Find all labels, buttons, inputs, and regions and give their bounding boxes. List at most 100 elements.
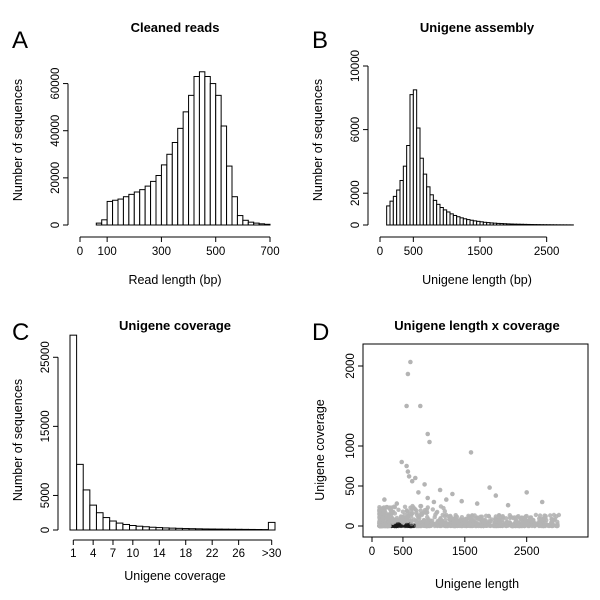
scatter-outlier-point xyxy=(539,499,545,505)
scatter-point xyxy=(551,512,557,518)
histogram-bar xyxy=(171,142,179,226)
panel-a-x-tick-label: 700 xyxy=(260,246,279,258)
scatter-outlier-point xyxy=(493,493,499,498)
coverage-bar xyxy=(248,528,256,531)
scatter-point xyxy=(504,520,510,525)
panel-b-x-tick-label: 0 xyxy=(377,246,383,258)
scatter-point xyxy=(500,523,505,528)
scatter-point xyxy=(556,512,562,518)
coverage-bar xyxy=(181,528,190,531)
scatter-point xyxy=(482,520,487,525)
panel-d-axes: 0 500 1000 2000 0 500 1500 2500 xyxy=(345,353,539,558)
scatter-point xyxy=(409,523,414,529)
panel-d-y-tick-label: 500 xyxy=(345,476,357,495)
histogram-bar xyxy=(106,200,114,226)
scatter-point xyxy=(548,513,553,518)
panel-d-xlabel: Unigene length xyxy=(435,577,519,591)
scatter-point xyxy=(486,522,491,528)
histogram-bar xyxy=(512,223,518,226)
scatter-outlier-point xyxy=(505,502,511,508)
coverage-bar xyxy=(135,525,144,531)
panel-b-x-tick-label: 500 xyxy=(404,246,423,258)
panel-d-points xyxy=(377,359,562,529)
scatter-outlier-point xyxy=(431,499,437,505)
scatter-point xyxy=(390,520,395,525)
scatter-point xyxy=(440,512,445,518)
scatter-point xyxy=(416,523,421,529)
panel-d-x-tick-label: 1500 xyxy=(452,546,478,558)
panel-d-y-tick-label: 1000 xyxy=(345,433,357,459)
panel-b-y-tick-label: 0 xyxy=(350,222,362,228)
histogram-bar xyxy=(242,219,249,226)
scatter-point xyxy=(510,523,516,529)
scatter-point xyxy=(473,521,478,526)
scatter-point xyxy=(414,512,420,518)
scatter-outlier-point xyxy=(450,491,455,497)
scatter-outlier-point xyxy=(487,485,492,490)
histogram-bar xyxy=(509,223,514,226)
scatter-point xyxy=(443,522,449,527)
panel-d-x-tick-label: 0 xyxy=(369,546,375,558)
histogram-bar xyxy=(117,198,124,226)
scatter-point xyxy=(447,523,452,528)
histogram-bar xyxy=(122,196,130,226)
panel-c-y-tick-label: 0 xyxy=(40,527,52,533)
scatter-point xyxy=(479,523,484,529)
scatter-point xyxy=(429,518,435,523)
coverage-bar xyxy=(208,528,216,531)
scatter-point xyxy=(516,514,521,519)
scatter-point xyxy=(551,518,556,523)
panel-a: A Cleaned reads Read length (bp) Number … xyxy=(11,20,280,287)
scatter-point xyxy=(447,516,453,521)
panel-c-x-tick-label: 7 xyxy=(110,548,116,560)
scatter-point xyxy=(387,520,392,525)
panel-letter-c: C xyxy=(12,319,29,346)
histogram-bar xyxy=(522,223,528,226)
coverage-bar xyxy=(76,463,84,531)
histogram-bar xyxy=(526,223,531,226)
scatter-point xyxy=(394,523,399,529)
histogram-bar xyxy=(215,94,222,226)
panel-a-x-tick-label: 0 xyxy=(77,246,83,258)
scatter-point xyxy=(420,523,425,528)
scatter-outlier-point xyxy=(409,478,415,484)
scatter-point xyxy=(405,510,410,515)
scatter-point xyxy=(483,513,489,518)
panel-a-x-tick-label: 100 xyxy=(98,246,117,258)
coverage-bar xyxy=(115,522,124,531)
histogram-bar xyxy=(193,76,200,226)
scatter-point xyxy=(472,513,477,518)
panel-b-y-tick-label: 10000 xyxy=(350,50,362,82)
scatter-point xyxy=(545,523,550,528)
coverage-bar xyxy=(201,528,210,531)
panel-c-xlabel: Unigene coverage xyxy=(124,569,226,583)
histogram-bar xyxy=(182,111,190,226)
scatter-point xyxy=(537,523,543,528)
panel-a-x-tick-label: 300 xyxy=(152,246,171,258)
histogram-bar xyxy=(258,223,266,226)
scatter-point xyxy=(405,514,410,519)
histogram-bar xyxy=(236,215,244,226)
histogram-bar xyxy=(95,222,103,226)
scatter-point xyxy=(425,514,430,520)
scatter-point xyxy=(380,515,385,521)
panel-b-title: Unigene assembly xyxy=(420,20,535,35)
coverage-bar xyxy=(109,520,117,531)
scatter-outlier-point xyxy=(388,507,393,513)
panel-b-axes: 0 2000 6000 10000 0 500 1500 2500 xyxy=(350,50,559,258)
scatter-point xyxy=(438,504,444,509)
scatter-point xyxy=(377,519,382,524)
panel-c-title: Unigene coverage xyxy=(119,318,231,333)
scatter-point xyxy=(382,512,387,517)
panel-c-bars xyxy=(69,334,276,531)
panel-b-xlabel: Unigene length (bp) xyxy=(422,273,532,287)
histogram-bar xyxy=(177,127,184,226)
scatter-point xyxy=(499,515,505,520)
scatter-outlier-point xyxy=(408,359,413,365)
histogram-bar xyxy=(112,199,119,226)
histogram-bar xyxy=(516,223,521,226)
panel-c-ylabel: Number of sequences xyxy=(11,379,25,501)
panel-b-bars xyxy=(386,89,574,226)
